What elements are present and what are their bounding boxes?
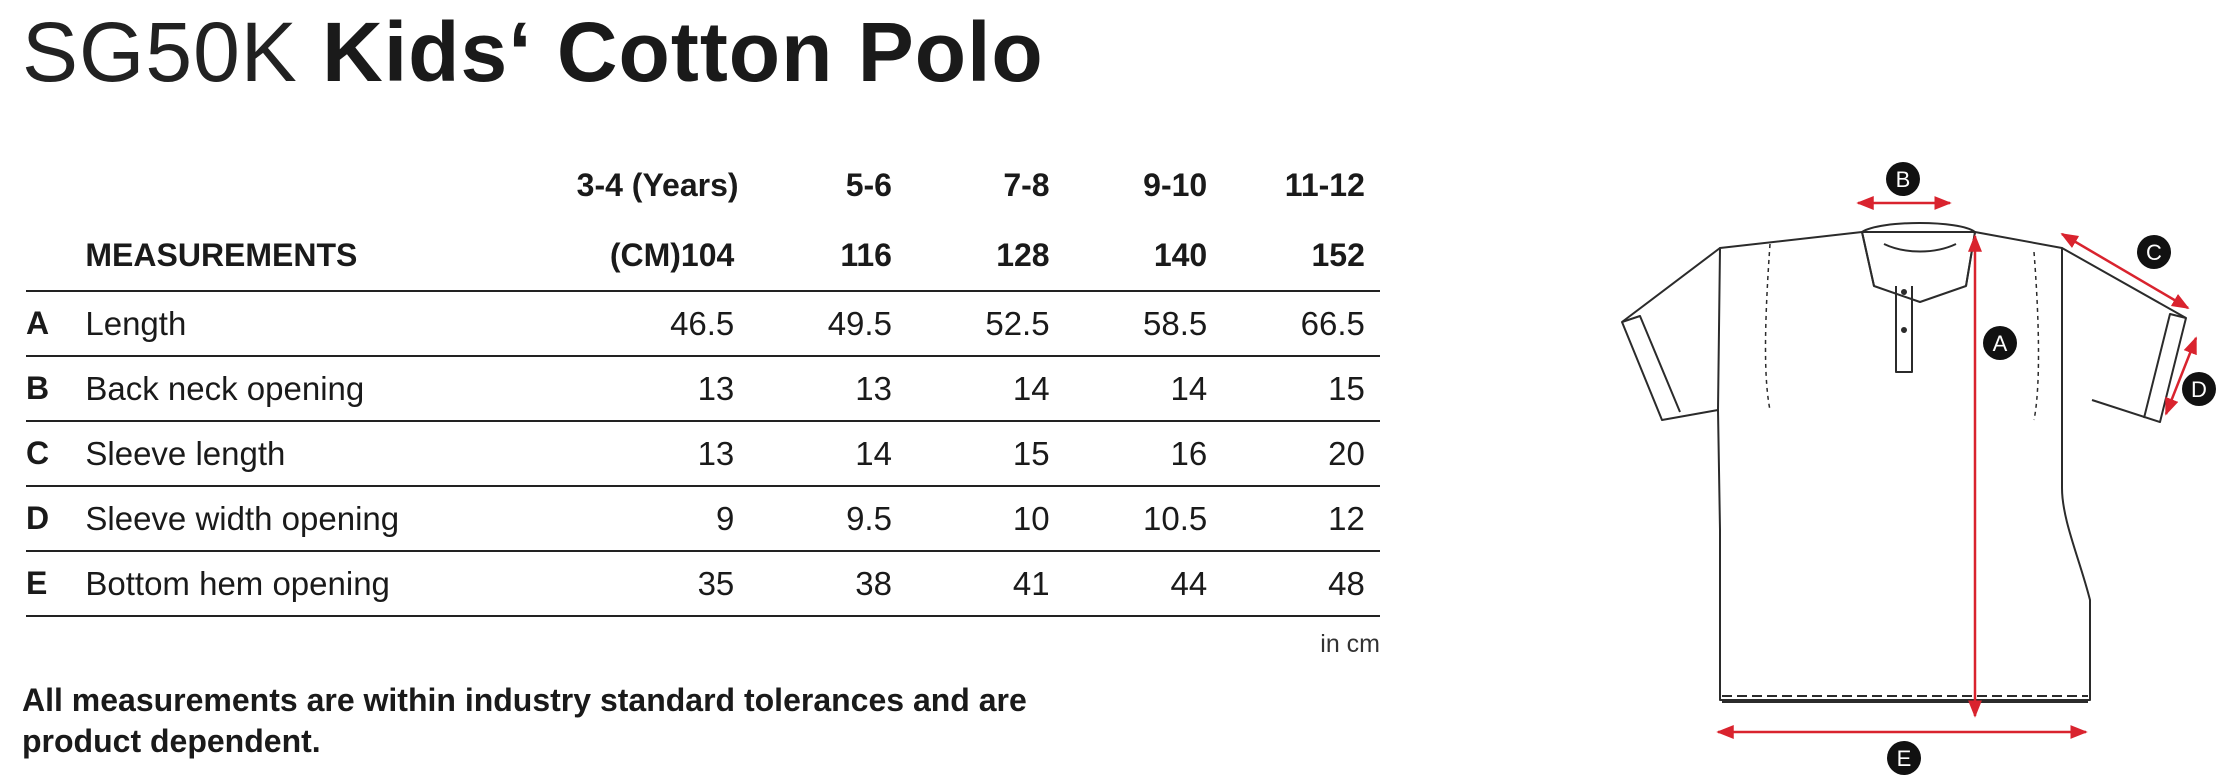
row-value: 14	[891, 356, 1050, 422]
row-value: 9.5	[734, 486, 892, 552]
header-row-years: (Years) 3-4 5-6 7-8 9-10 11-12	[26, 150, 1380, 220]
polo-shirt-diagram: A B C D E	[1621, 162, 2216, 775]
header-years-label: (Years) 3-4	[576, 166, 739, 203]
table-row: D Sleeve width opening 9 9.5 10 10.5 12	[26, 486, 1380, 552]
header-size: 9-10	[1143, 166, 1208, 203]
row-value: 10	[891, 486, 1050, 552]
row-value: 12	[1207, 486, 1365, 552]
size-chart-table: (Years) 3-4 5-6 7-8 9-10 11-12 MEASUREME…	[26, 150, 1380, 617]
svg-text:B: B	[1896, 167, 1911, 192]
svg-text:A: A	[1993, 331, 2008, 356]
row-label: Back neck opening	[85, 356, 577, 422]
header-cm-label: (CM)104	[576, 220, 735, 292]
svg-text:C: C	[2146, 240, 2162, 265]
unit-note: in cm	[1320, 630, 1380, 658]
row-value: 9	[576, 486, 735, 552]
row-label: Length	[85, 291, 577, 357]
marker-d: D	[2182, 372, 2216, 406]
row-value: 48	[1207, 551, 1365, 617]
measure-line-d	[2164, 336, 2198, 416]
row-value: 13	[576, 421, 735, 487]
header-size: 7-8	[1003, 166, 1050, 203]
marker-b: B	[1886, 162, 1920, 196]
marker-a: A	[1983, 326, 2017, 360]
table-row: B Back neck opening 13 13 14 14 15	[26, 356, 1380, 422]
row-value: 15	[1207, 356, 1365, 422]
table-row: C Sleeve length 13 14 15 16 20	[26, 421, 1380, 487]
row-letter: B	[26, 356, 86, 422]
tolerance-note: All measurements are within industry sta…	[22, 682, 1027, 759]
header-cm-size: 152	[1207, 220, 1365, 292]
table-row: A Length 46.5 49.5 52.5 58.5 66.5	[26, 291, 1380, 357]
header-cm-size: 116	[734, 220, 892, 292]
svg-text:D: D	[2191, 377, 2207, 402]
marker-c: C	[2137, 235, 2171, 269]
marker-e: E	[1887, 741, 1921, 775]
table-row: E Bottom hem opening 35 38 41 44 48	[26, 551, 1380, 617]
header-cm-size: 140	[1049, 220, 1208, 292]
measure-line-c	[2060, 232, 2190, 310]
row-value: 13	[576, 356, 735, 422]
row-value: 10.5	[1049, 486, 1208, 552]
row-value: 52.5	[891, 291, 1050, 357]
row-letter: E	[26, 551, 86, 617]
row-label: Bottom hem opening	[85, 551, 577, 617]
measurements-heading: MEASUREMENTS	[85, 220, 577, 292]
row-value: 49.5	[734, 291, 892, 357]
row-value: 15	[891, 421, 1050, 487]
row-letter: D	[26, 486, 86, 552]
header-row-cm: MEASUREMENTS (CM)104 116 128 140 152	[26, 220, 1380, 292]
row-value: 35	[576, 551, 735, 617]
row-value: 58.5	[1049, 291, 1208, 357]
row-letter: A	[26, 291, 86, 357]
header-size: 5-6	[845, 166, 892, 203]
placket-buttons	[1901, 289, 1907, 333]
row-label: Sleeve width opening	[85, 486, 577, 552]
header-size: 11-12	[1284, 166, 1365, 203]
row-label: Sleeve length	[85, 421, 577, 487]
row-value: 44	[1049, 551, 1208, 617]
row-value: 41	[891, 551, 1050, 617]
measure-lines	[1716, 196, 2198, 739]
row-value: 14	[734, 421, 892, 487]
row-value: 38	[734, 551, 892, 617]
row-value: 46.5	[576, 291, 735, 357]
page-title: SG50K Kids‘ Cotton Polo	[22, 2, 1044, 102]
row-value: 14	[1049, 356, 1208, 422]
product-name: Kids‘ Cotton Polo	[322, 5, 1044, 99]
row-value: 20	[1207, 421, 1365, 487]
header-cm-size: 128	[891, 220, 1050, 292]
row-value: 13	[734, 356, 892, 422]
svg-text:E: E	[1897, 746, 1912, 771]
row-value: 16	[1049, 421, 1208, 487]
row-letter: C	[26, 421, 86, 487]
shirt-outline	[1621, 222, 2187, 703]
product-code: SG50K	[22, 5, 298, 99]
row-value: 66.5	[1207, 291, 1365, 357]
